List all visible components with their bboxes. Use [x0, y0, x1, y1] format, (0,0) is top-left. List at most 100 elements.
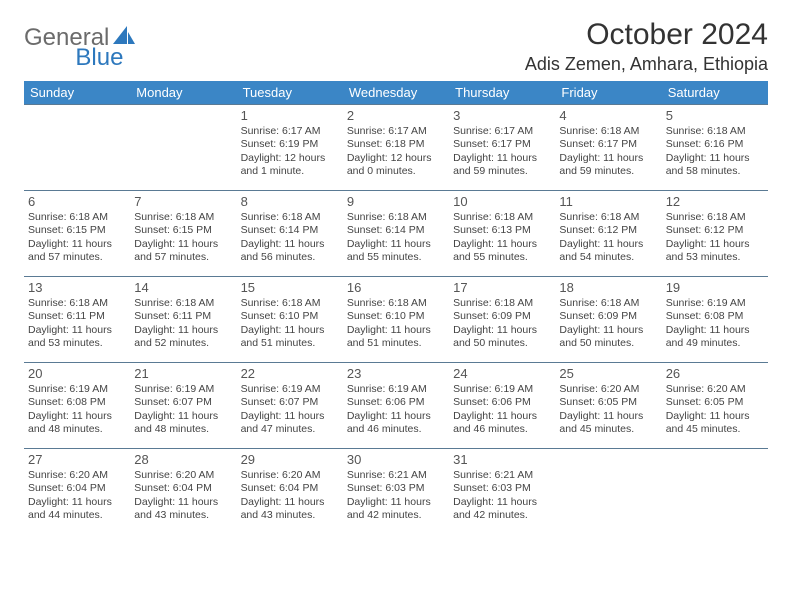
- daylight-line: Daylight: 11 hours and 55 minutes.: [453, 238, 551, 264]
- sunset-line: Sunset: 6:08 PM: [28, 396, 126, 409]
- sunrise-line: Sunrise: 6:18 AM: [559, 297, 657, 310]
- calendar-cell: 1Sunrise: 6:17 AMSunset: 6:19 PMDaylight…: [237, 105, 343, 191]
- sunrise-line: Sunrise: 6:18 AM: [28, 297, 126, 310]
- day-number: 15: [241, 280, 339, 296]
- sunset-line: Sunset: 6:15 PM: [28, 224, 126, 237]
- daylight-line: Daylight: 11 hours and 55 minutes.: [347, 238, 445, 264]
- day-number: 16: [347, 280, 445, 296]
- weekday-header-row: SundayMondayTuesdayWednesdayThursdayFrid…: [24, 81, 768, 105]
- month-title: October 2024: [525, 18, 768, 52]
- daylight-line: Daylight: 11 hours and 46 minutes.: [453, 410, 551, 436]
- daylight-line: Daylight: 11 hours and 53 minutes.: [666, 238, 764, 264]
- sunrise-line: Sunrise: 6:20 AM: [28, 469, 126, 482]
- day-number: 18: [559, 280, 657, 296]
- sunset-line: Sunset: 6:12 PM: [666, 224, 764, 237]
- sunrise-line: Sunrise: 6:18 AM: [453, 211, 551, 224]
- sunset-line: Sunset: 6:10 PM: [241, 310, 339, 323]
- sunset-line: Sunset: 6:08 PM: [666, 310, 764, 323]
- sunrise-line: Sunrise: 6:19 AM: [134, 383, 232, 396]
- calendar-week-row: 20Sunrise: 6:19 AMSunset: 6:08 PMDayligh…: [24, 363, 768, 449]
- calendar-cell: [130, 105, 236, 191]
- daylight-line: Daylight: 11 hours and 51 minutes.: [241, 324, 339, 350]
- calendar-cell: 28Sunrise: 6:20 AMSunset: 6:04 PMDayligh…: [130, 449, 236, 535]
- weekday-header: Wednesday: [343, 81, 449, 105]
- daylight-line: Daylight: 11 hours and 44 minutes.: [28, 496, 126, 522]
- calendar-cell: 12Sunrise: 6:18 AMSunset: 6:12 PMDayligh…: [662, 191, 768, 277]
- daylight-line: Daylight: 11 hours and 46 minutes.: [347, 410, 445, 436]
- sunrise-line: Sunrise: 6:19 AM: [28, 383, 126, 396]
- sunset-line: Sunset: 6:11 PM: [134, 310, 232, 323]
- day-number: 7: [134, 194, 232, 210]
- calendar-cell: 25Sunrise: 6:20 AMSunset: 6:05 PMDayligh…: [555, 363, 661, 449]
- daylight-line: Daylight: 11 hours and 42 minutes.: [453, 496, 551, 522]
- calendar-cell: 19Sunrise: 6:19 AMSunset: 6:08 PMDayligh…: [662, 277, 768, 363]
- sunset-line: Sunset: 6:16 PM: [666, 138, 764, 151]
- sunrise-line: Sunrise: 6:18 AM: [453, 297, 551, 310]
- calendar-week-row: 1Sunrise: 6:17 AMSunset: 6:19 PMDaylight…: [24, 105, 768, 191]
- day-number: 30: [347, 452, 445, 468]
- sunset-line: Sunset: 6:12 PM: [559, 224, 657, 237]
- sunrise-line: Sunrise: 6:18 AM: [347, 211, 445, 224]
- header: General Blue October 2024 Adis Zemen, Am…: [24, 18, 768, 75]
- logo: General Blue: [24, 18, 185, 52]
- location-subtitle: Adis Zemen, Amhara, Ethiopia: [525, 54, 768, 75]
- sunrise-line: Sunrise: 6:19 AM: [347, 383, 445, 396]
- calendar-cell: 31Sunrise: 6:21 AMSunset: 6:03 PMDayligh…: [449, 449, 555, 535]
- sunrise-line: Sunrise: 6:17 AM: [347, 125, 445, 138]
- sunset-line: Sunset: 6:19 PM: [241, 138, 339, 151]
- logo-text-blue: Blue: [75, 44, 123, 71]
- calendar-cell: 17Sunrise: 6:18 AMSunset: 6:09 PMDayligh…: [449, 277, 555, 363]
- daylight-line: Daylight: 11 hours and 51 minutes.: [347, 324, 445, 350]
- calendar-cell: 21Sunrise: 6:19 AMSunset: 6:07 PMDayligh…: [130, 363, 236, 449]
- day-number: 31: [453, 452, 551, 468]
- day-number: 3: [453, 108, 551, 124]
- sunset-line: Sunset: 6:04 PM: [241, 482, 339, 495]
- sunset-line: Sunset: 6:13 PM: [453, 224, 551, 237]
- sunset-line: Sunset: 6:14 PM: [241, 224, 339, 237]
- calendar-cell: 7Sunrise: 6:18 AMSunset: 6:15 PMDaylight…: [130, 191, 236, 277]
- calendar-week-row: 13Sunrise: 6:18 AMSunset: 6:11 PMDayligh…: [24, 277, 768, 363]
- sunrise-line: Sunrise: 6:18 AM: [134, 297, 232, 310]
- day-number: 27: [28, 452, 126, 468]
- calendar-cell: 20Sunrise: 6:19 AMSunset: 6:08 PMDayligh…: [24, 363, 130, 449]
- calendar-table: SundayMondayTuesdayWednesdayThursdayFrid…: [24, 81, 768, 535]
- calendar-cell: 9Sunrise: 6:18 AMSunset: 6:14 PMDaylight…: [343, 191, 449, 277]
- calendar-cell: 6Sunrise: 6:18 AMSunset: 6:15 PMDaylight…: [24, 191, 130, 277]
- daylight-line: Daylight: 11 hours and 50 minutes.: [453, 324, 551, 350]
- daylight-line: Daylight: 11 hours and 56 minutes.: [241, 238, 339, 264]
- sunset-line: Sunset: 6:03 PM: [453, 482, 551, 495]
- calendar-cell: [555, 449, 661, 535]
- sunset-line: Sunset: 6:09 PM: [453, 310, 551, 323]
- daylight-line: Daylight: 11 hours and 57 minutes.: [134, 238, 232, 264]
- calendar-cell: 24Sunrise: 6:19 AMSunset: 6:06 PMDayligh…: [449, 363, 555, 449]
- day-number: 4: [559, 108, 657, 124]
- day-number: 6: [28, 194, 126, 210]
- sunrise-line: Sunrise: 6:18 AM: [559, 211, 657, 224]
- daylight-line: Daylight: 11 hours and 43 minutes.: [134, 496, 232, 522]
- daylight-line: Daylight: 11 hours and 45 minutes.: [559, 410, 657, 436]
- weekday-header: Monday: [130, 81, 236, 105]
- daylight-line: Daylight: 11 hours and 50 minutes.: [559, 324, 657, 350]
- day-number: 12: [666, 194, 764, 210]
- sunrise-line: Sunrise: 6:20 AM: [559, 383, 657, 396]
- day-number: 8: [241, 194, 339, 210]
- sunset-line: Sunset: 6:06 PM: [347, 396, 445, 409]
- sunrise-line: Sunrise: 6:20 AM: [241, 469, 339, 482]
- calendar-cell: 3Sunrise: 6:17 AMSunset: 6:17 PMDaylight…: [449, 105, 555, 191]
- daylight-line: Daylight: 12 hours and 1 minute.: [241, 152, 339, 178]
- sunset-line: Sunset: 6:18 PM: [347, 138, 445, 151]
- daylight-line: Daylight: 11 hours and 48 minutes.: [134, 410, 232, 436]
- sunrise-line: Sunrise: 6:19 AM: [666, 297, 764, 310]
- sunrise-line: Sunrise: 6:19 AM: [453, 383, 551, 396]
- calendar-cell: 23Sunrise: 6:19 AMSunset: 6:06 PMDayligh…: [343, 363, 449, 449]
- sunset-line: Sunset: 6:06 PM: [453, 396, 551, 409]
- calendar-cell: 22Sunrise: 6:19 AMSunset: 6:07 PMDayligh…: [237, 363, 343, 449]
- day-number: 5: [666, 108, 764, 124]
- sunset-line: Sunset: 6:15 PM: [134, 224, 232, 237]
- sunset-line: Sunset: 6:04 PM: [134, 482, 232, 495]
- calendar-week-row: 6Sunrise: 6:18 AMSunset: 6:15 PMDaylight…: [24, 191, 768, 277]
- sunrise-line: Sunrise: 6:17 AM: [453, 125, 551, 138]
- calendar-cell: 10Sunrise: 6:18 AMSunset: 6:13 PMDayligh…: [449, 191, 555, 277]
- sunset-line: Sunset: 6:03 PM: [347, 482, 445, 495]
- sunrise-line: Sunrise: 6:20 AM: [666, 383, 764, 396]
